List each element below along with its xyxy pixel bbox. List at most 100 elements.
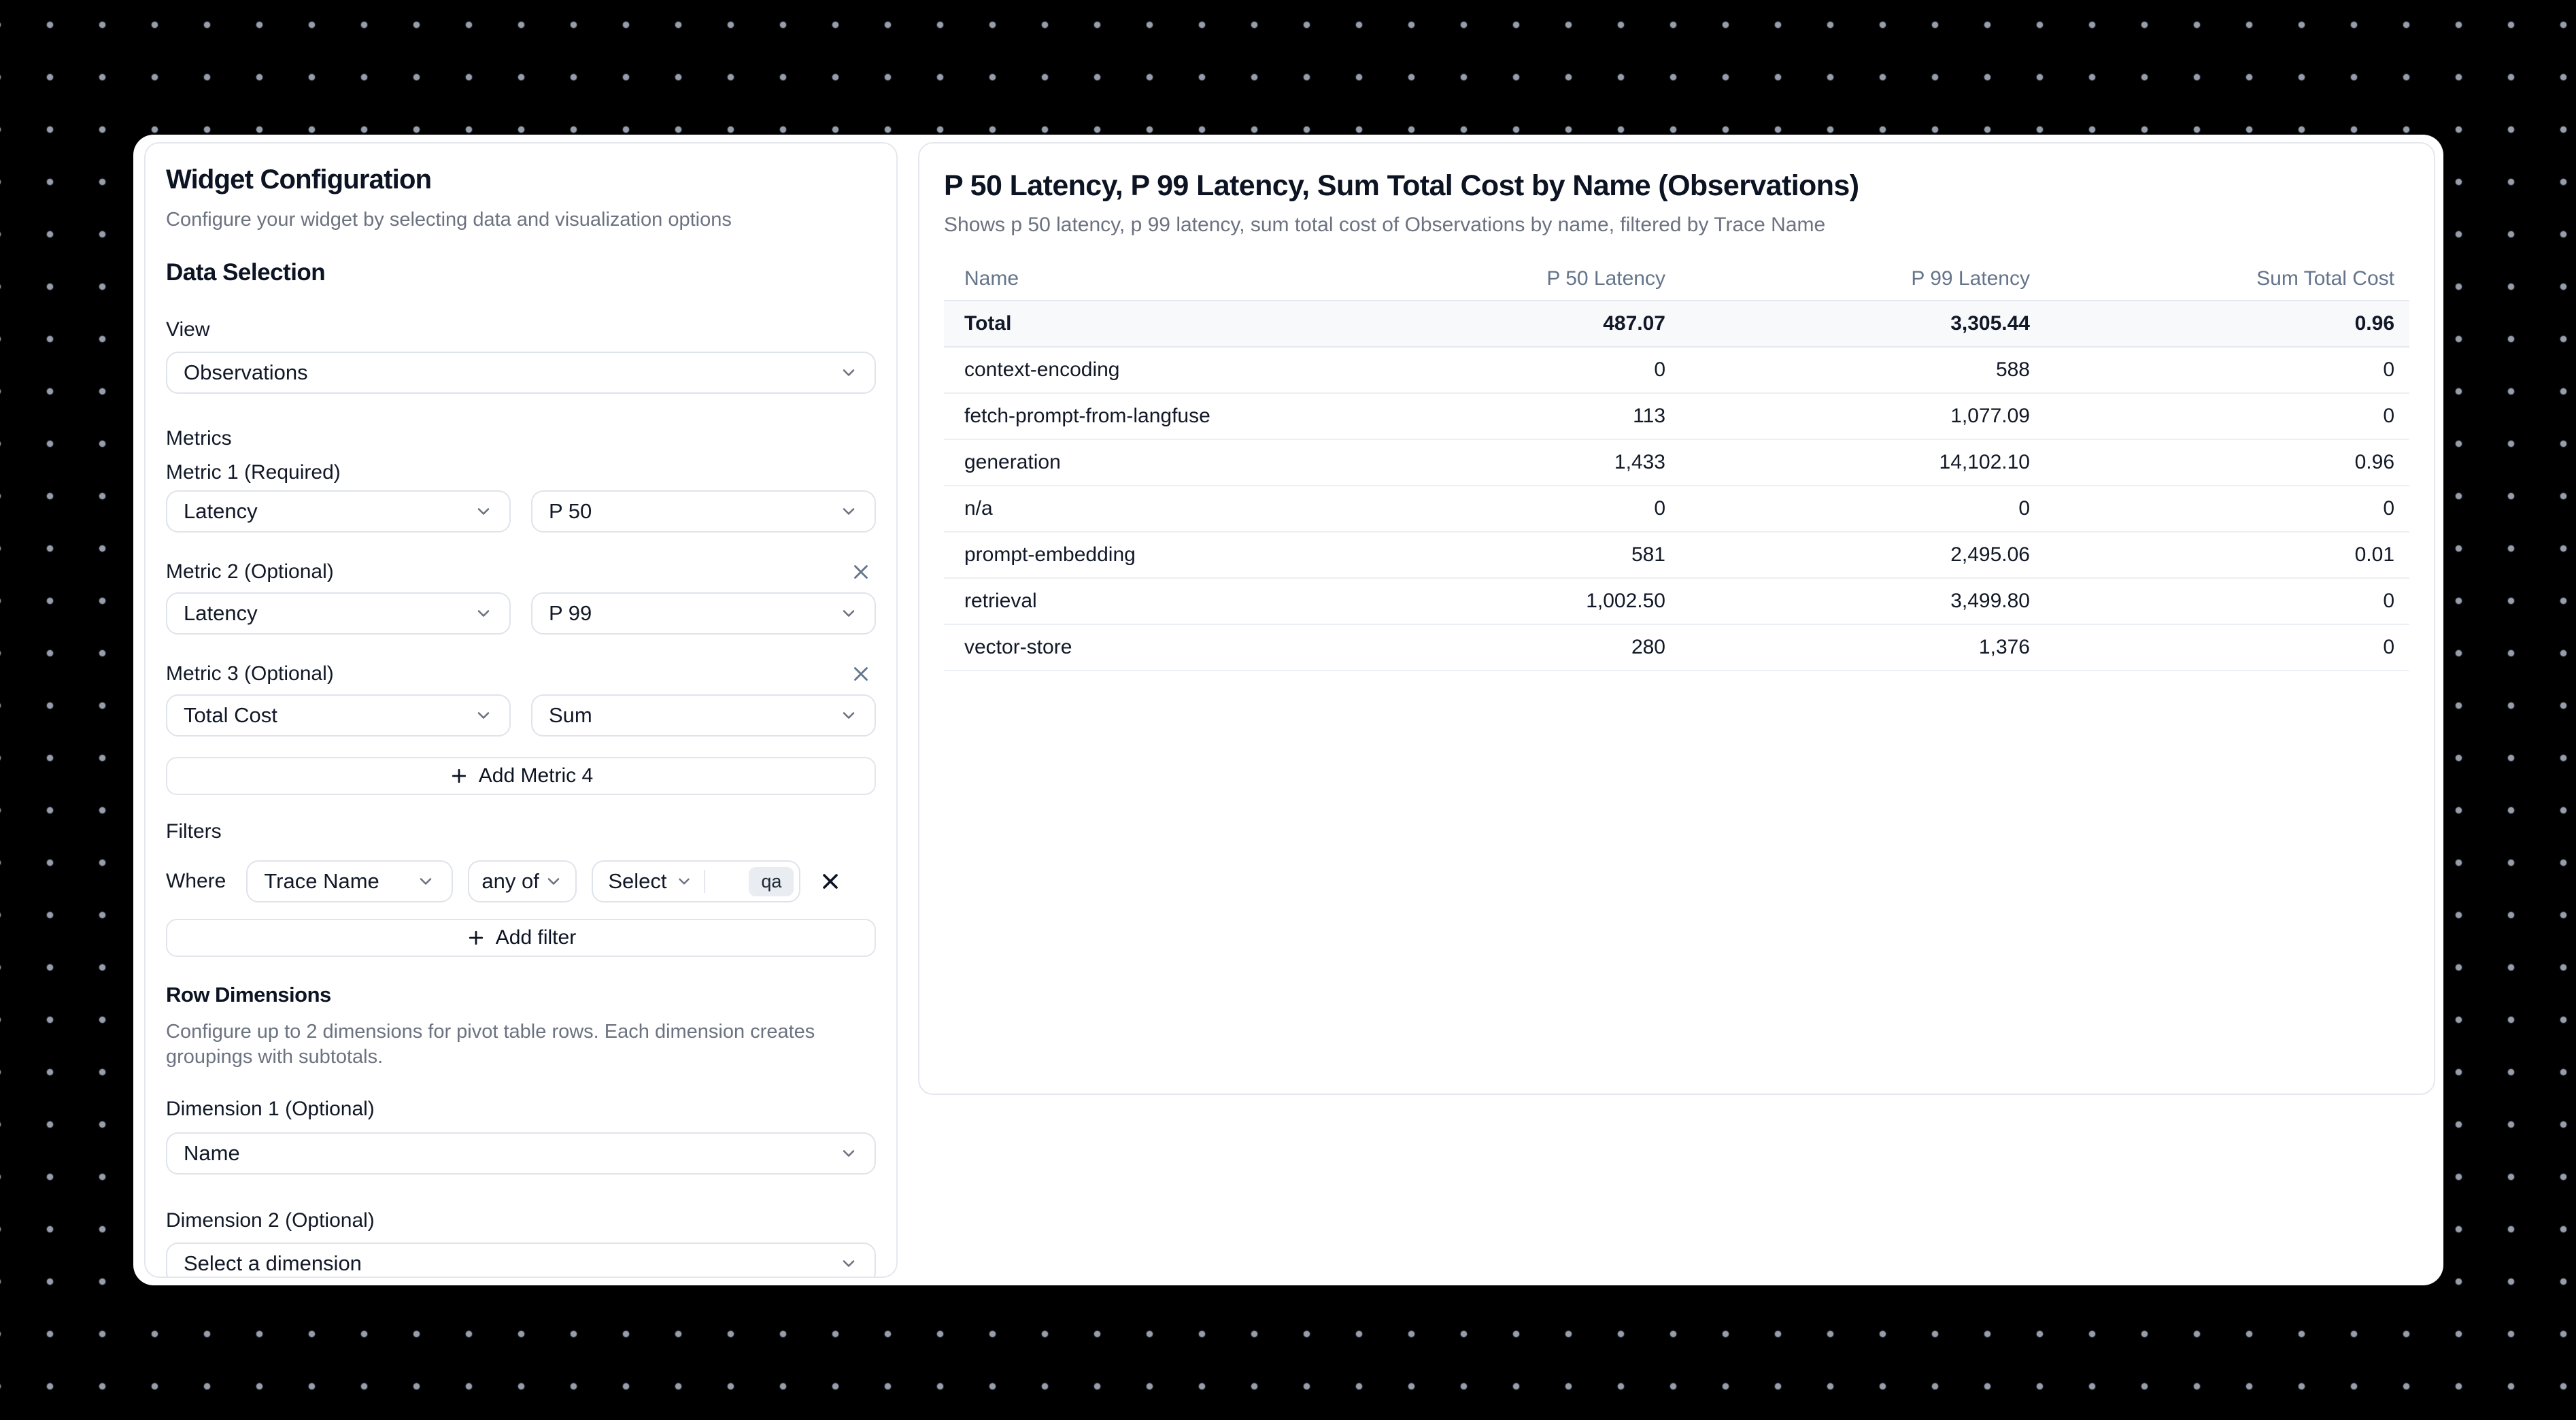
metrics-heading: Metrics xyxy=(166,427,232,450)
table-row: context-encoding 0 588 0 xyxy=(944,347,2409,394)
metric-3-aggregation-select[interactable]: Sum xyxy=(531,694,876,737)
filter-operator-select[interactable]: any of xyxy=(468,860,577,902)
row-value-cell: 0 xyxy=(1316,486,1680,532)
table-row: retrieval 1,002.50 3,499.80 0 xyxy=(944,578,2409,625)
preview-table: Name P 50 Latency P 99 Latency Sum Total… xyxy=(944,258,2409,671)
x-icon xyxy=(818,869,843,894)
remove-metric-2-button[interactable] xyxy=(846,557,876,587)
dimension-1-select[interactable]: Name xyxy=(166,1132,876,1174)
preview-title: P 50 Latency, P 99 Latency, Sum Total Co… xyxy=(944,169,1859,202)
chevron-down-icon xyxy=(839,604,858,623)
filter-value-select[interactable]: Select qa xyxy=(592,860,801,902)
chevron-down-icon xyxy=(474,502,493,521)
column-header-p99-latency: P 99 Latency xyxy=(1680,258,2045,301)
row-value-cell: 487.07 xyxy=(1316,301,1680,348)
row-value-cell: 14,102.10 xyxy=(1680,439,2045,486)
dimension-2-value: Select a dimension xyxy=(184,1251,362,1275)
add-filter-button[interactable]: Add filter xyxy=(166,919,876,957)
where-label: Where xyxy=(166,870,226,892)
row-value-cell: 3,499.80 xyxy=(1680,578,2045,625)
table-row: prompt-embedding 581 2,495.06 0.01 xyxy=(944,532,2409,579)
row-value-cell: 0 xyxy=(2045,578,2409,625)
row-value-cell: 0 xyxy=(1680,486,2045,532)
add-metric-button[interactable]: Add Metric 4 xyxy=(166,757,876,795)
row-value-cell: 588 xyxy=(1680,347,2045,394)
metric-1-measure-value: Latency xyxy=(184,499,258,523)
metric-2-aggregation-select[interactable]: P 99 xyxy=(531,592,876,635)
data-selection-heading: Data Selection xyxy=(166,259,326,286)
metric-3-label: Metric 3 (Optional) xyxy=(166,662,334,685)
row-name-cell: prompt-embedding xyxy=(944,532,1316,579)
metric-2-label: Metric 2 (Optional) xyxy=(166,560,334,583)
row-name-cell: n/a xyxy=(944,486,1316,532)
preview-subtitle: Shows p 50 latency, p 99 latency, sum to… xyxy=(944,214,1826,236)
row-value-cell: 0.96 xyxy=(2045,301,2409,348)
row-value-cell: 280 xyxy=(1316,624,1680,671)
metric-3-aggregation-value: Sum xyxy=(549,703,592,727)
chevron-down-icon xyxy=(675,873,693,890)
filter-value-tag: qa xyxy=(749,866,794,896)
table-row: n/a 0 0 0 xyxy=(944,486,2409,532)
chevron-down-icon xyxy=(544,872,563,891)
add-metric-label: Add Metric 4 xyxy=(478,764,594,787)
widget-preview-panel: P 50 Latency, P 99 Latency, Sum Total Co… xyxy=(918,142,2435,1095)
widget-configuration-modal: Widget Configuration Configure your widg… xyxy=(133,135,2443,1285)
filter-column-select[interactable]: Trace Name xyxy=(246,860,454,902)
row-value-cell: 0 xyxy=(2045,393,2409,440)
table-row: vector-store 280 1,376 0 xyxy=(944,624,2409,671)
row-dimensions-description: Configure up to 2 dimensions for pivot t… xyxy=(166,1021,815,1068)
column-header-p50-latency: P 50 Latency xyxy=(1316,258,1680,301)
row-value-cell: 1,433 xyxy=(1316,439,1680,486)
dimension-1-label: Dimension 1 (Optional) xyxy=(166,1098,375,1120)
dimension-2-label: Dimension 2 (Optional) xyxy=(166,1209,375,1232)
chevron-down-icon xyxy=(839,1254,858,1273)
metric-2-aggregation-value: P 99 xyxy=(549,601,592,625)
chevron-down-icon xyxy=(474,604,493,623)
row-value-cell: 0.96 xyxy=(2045,439,2409,486)
row-value-cell: 1,077.09 xyxy=(1680,393,2045,440)
chevron-down-icon xyxy=(839,706,858,725)
column-header-name: Name xyxy=(944,258,1316,301)
metric-3-measure-value: Total Cost xyxy=(184,703,277,727)
filters-heading: Filters xyxy=(166,820,222,843)
row-dimensions-heading: Row Dimensions xyxy=(166,983,331,1007)
chevron-down-icon xyxy=(839,363,858,382)
row-value-cell: 3,305.44 xyxy=(1680,301,2045,348)
metric-1-aggregation-select[interactable]: P 50 xyxy=(531,490,876,532)
row-value-cell: 0 xyxy=(2045,347,2409,394)
filter-column-value: Trace Name xyxy=(264,869,379,893)
table-total-row: Total 487.07 3,305.44 0.96 xyxy=(944,301,2409,348)
row-name-cell: vector-store xyxy=(944,624,1316,671)
row-value-cell: 113 xyxy=(1316,393,1680,440)
panel-subtitle: Configure your widget by selecting data … xyxy=(166,209,732,231)
remove-metric-3-button[interactable] xyxy=(846,659,876,689)
row-name-cell: generation xyxy=(944,439,1316,486)
remove-filter-button[interactable] xyxy=(815,866,845,896)
chevron-down-icon xyxy=(416,872,435,891)
metric-2-measure-select[interactable]: Latency xyxy=(166,592,511,635)
row-value-cell: 2,495.06 xyxy=(1680,532,2045,579)
row-name-cell: Total xyxy=(944,301,1316,348)
column-header-sum-total-cost: Sum Total Cost xyxy=(2045,258,2409,301)
dimension-2-select[interactable]: Select a dimension xyxy=(166,1242,876,1277)
row-value-cell: 0 xyxy=(2045,486,2409,532)
divider xyxy=(703,870,705,893)
panel-title: Widget Configuration xyxy=(166,165,432,195)
view-select[interactable]: Observations xyxy=(166,352,876,394)
metric-3-measure-select[interactable]: Total Cost xyxy=(166,694,511,737)
row-name-cell: retrieval xyxy=(944,578,1316,625)
metric-1-measure-select[interactable]: Latency xyxy=(166,490,511,532)
row-name-cell: fetch-prompt-from-langfuse xyxy=(944,393,1316,440)
row-value-cell: 0 xyxy=(2045,624,2409,671)
x-icon xyxy=(849,662,872,686)
dimension-1-value: Name xyxy=(184,1141,240,1165)
view-select-value: Observations xyxy=(184,360,308,384)
row-value-cell: 581 xyxy=(1316,532,1680,579)
filter-operator-value: any of xyxy=(481,869,539,893)
plus-icon xyxy=(449,766,469,786)
table-row: fetch-prompt-from-langfuse 113 1,077.09 0 xyxy=(944,393,2409,440)
plus-icon xyxy=(466,928,486,948)
table-row: generation 1,433 14,102.10 0.96 xyxy=(944,439,2409,486)
chevron-down-icon xyxy=(839,1144,858,1163)
